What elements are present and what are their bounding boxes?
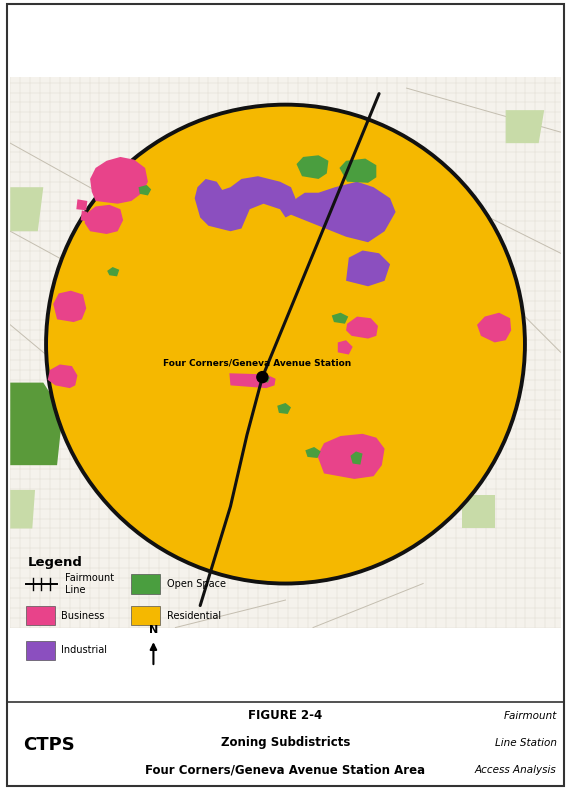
Bar — [26, 641, 54, 660]
Polygon shape — [506, 110, 544, 143]
Polygon shape — [107, 267, 119, 276]
Polygon shape — [346, 250, 390, 286]
Polygon shape — [346, 317, 378, 339]
Text: N: N — [149, 625, 158, 635]
Text: Open Space: Open Space — [167, 579, 226, 589]
Circle shape — [46, 104, 525, 584]
Polygon shape — [77, 199, 87, 210]
Bar — [131, 606, 160, 626]
Text: Access Analysis: Access Analysis — [475, 765, 557, 775]
Text: Four Corners/Geneva Avenue Station Area: Four Corners/Geneva Avenue Station Area — [146, 763, 425, 777]
Bar — [131, 574, 160, 594]
Polygon shape — [10, 490, 35, 529]
Text: Residential: Residential — [167, 611, 221, 621]
Text: Fairmount: Fairmount — [504, 710, 557, 720]
Polygon shape — [291, 182, 396, 243]
Text: Legend: Legend — [28, 556, 83, 570]
Text: FIGURE 2-4: FIGURE 2-4 — [248, 709, 323, 722]
Polygon shape — [339, 159, 376, 182]
Polygon shape — [85, 205, 123, 234]
Polygon shape — [477, 313, 511, 342]
Circle shape — [257, 371, 268, 382]
Polygon shape — [48, 364, 78, 388]
Polygon shape — [90, 157, 148, 204]
Polygon shape — [139, 185, 151, 195]
Text: Business: Business — [61, 611, 104, 621]
Polygon shape — [332, 313, 348, 324]
Polygon shape — [53, 291, 86, 322]
Text: Fairmount
Line: Fairmount Line — [66, 574, 115, 595]
Bar — [26, 606, 54, 626]
Polygon shape — [338, 340, 353, 355]
Text: Line Station: Line Station — [494, 738, 557, 748]
Text: Four Corners/Geneva Avenue Station: Four Corners/Geneva Avenue Station — [163, 358, 351, 367]
Polygon shape — [230, 373, 276, 388]
Text: Zoning Subdistricts: Zoning Subdistricts — [221, 736, 350, 749]
Polygon shape — [351, 451, 363, 465]
Polygon shape — [278, 403, 291, 414]
Polygon shape — [305, 447, 321, 458]
Polygon shape — [10, 382, 63, 465]
Polygon shape — [461, 495, 494, 529]
Polygon shape — [81, 210, 87, 221]
Polygon shape — [10, 187, 43, 231]
Text: Industrial: Industrial — [61, 645, 107, 656]
Polygon shape — [195, 176, 296, 231]
Polygon shape — [317, 434, 385, 479]
Text: CTPS: CTPS — [23, 735, 75, 754]
Polygon shape — [259, 374, 270, 382]
Polygon shape — [296, 156, 328, 179]
